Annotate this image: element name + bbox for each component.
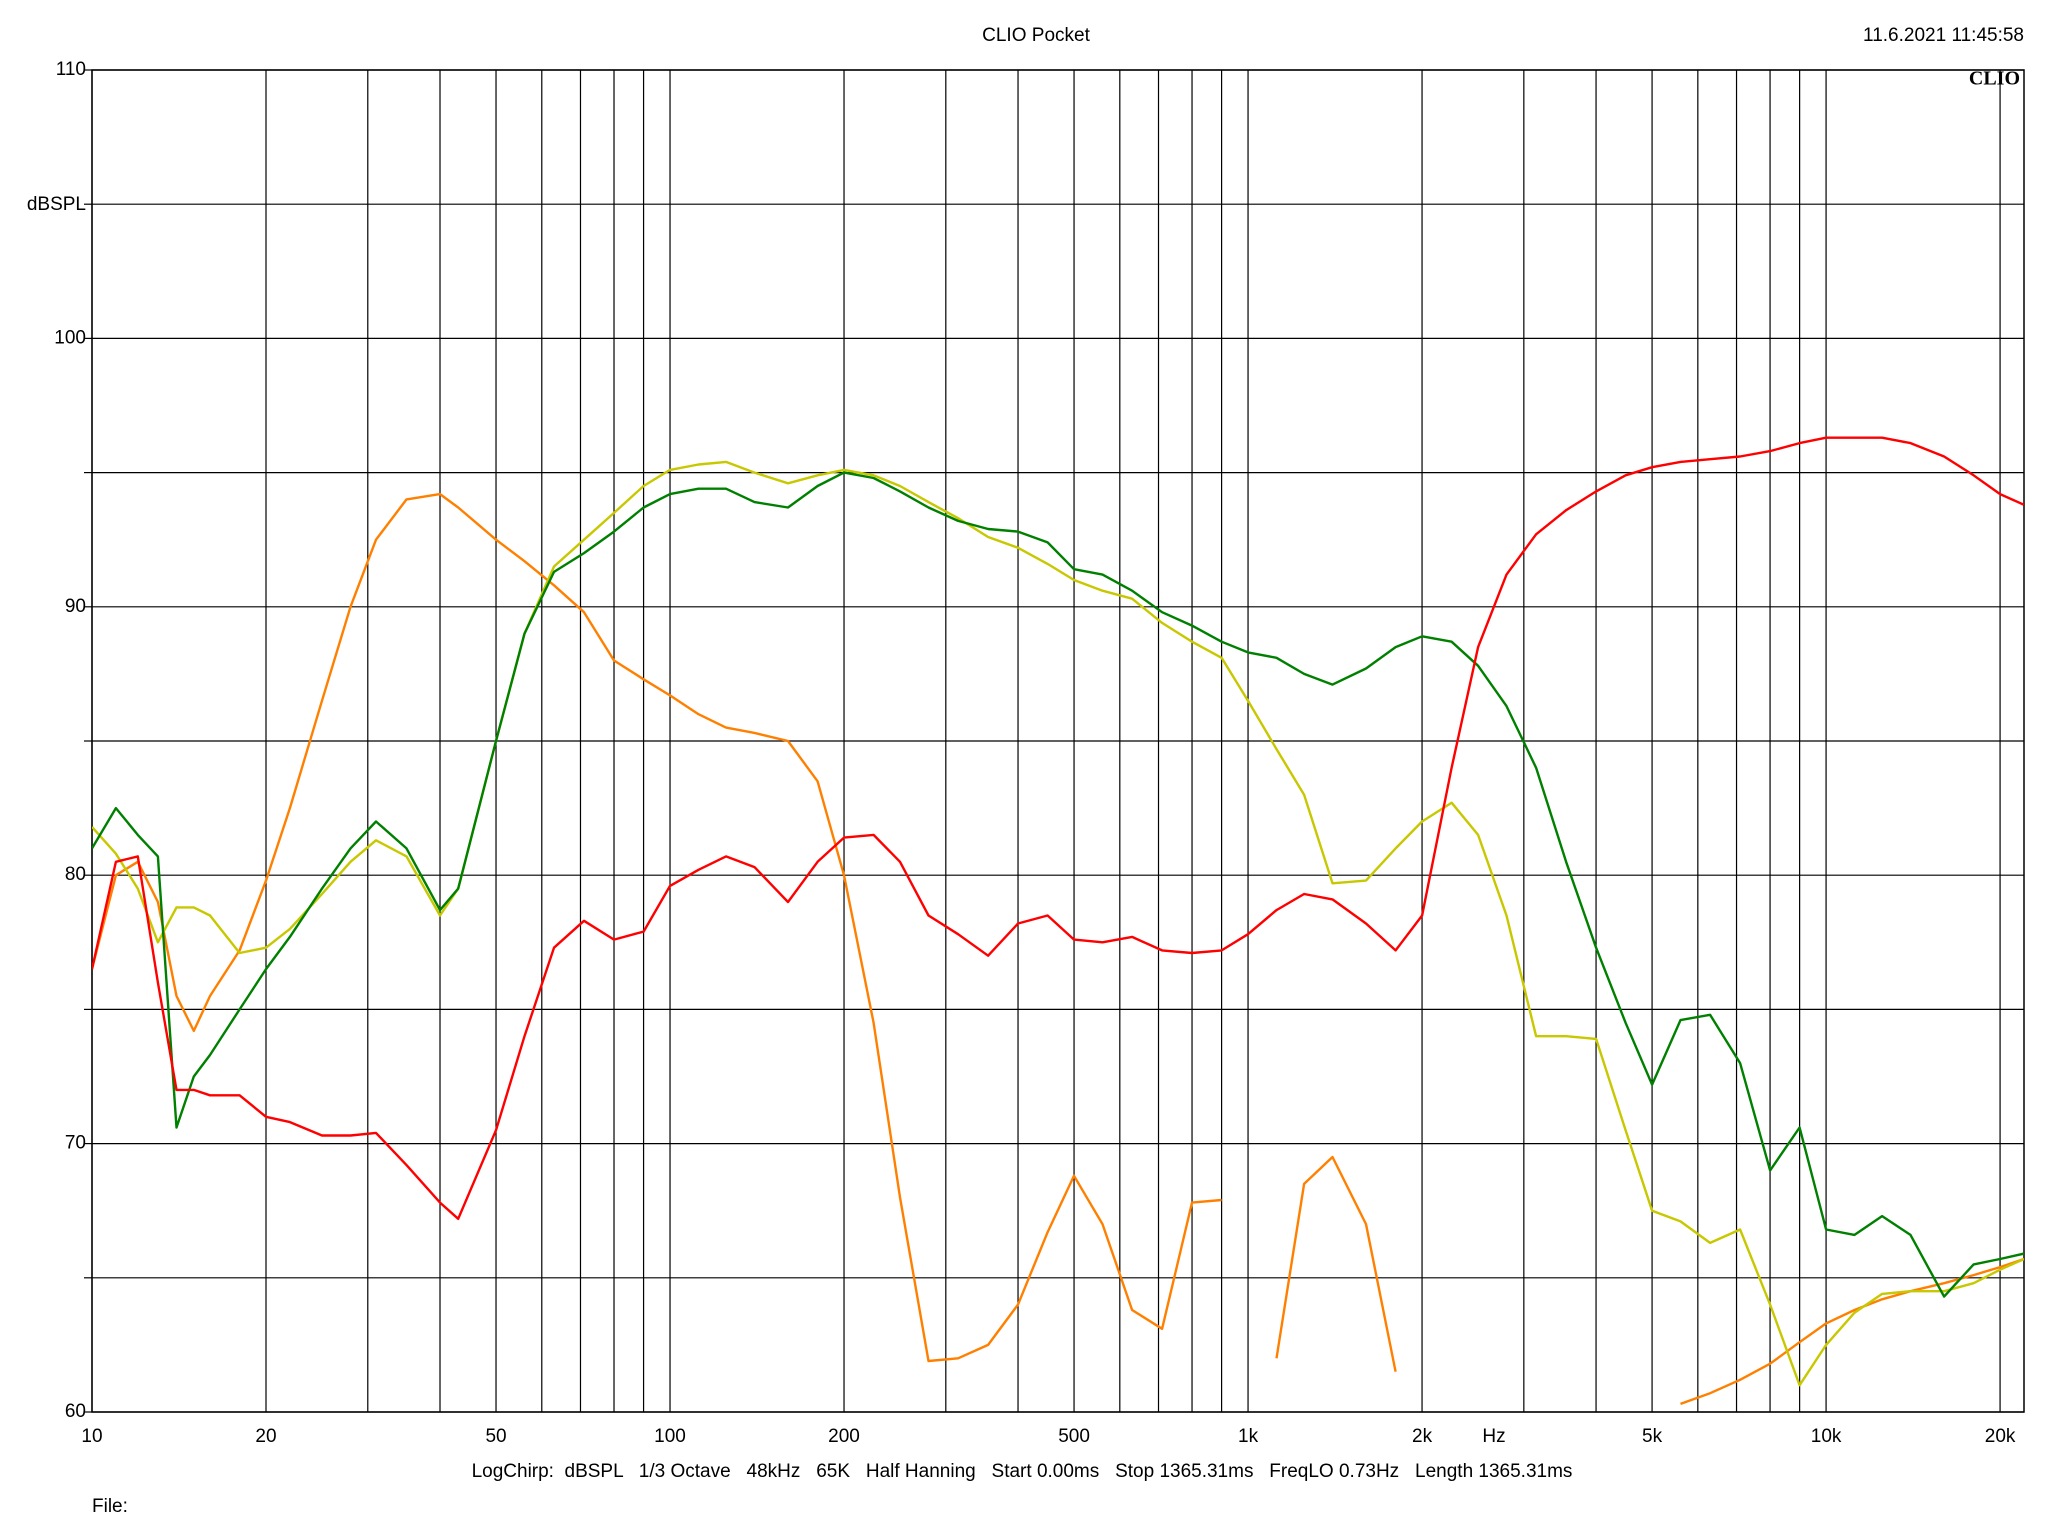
response-curve xyxy=(92,436,2024,1220)
x-tick-label: 1k xyxy=(1238,1426,1259,1447)
y-tick-label: 80 xyxy=(65,864,86,885)
response-curve xyxy=(92,471,2024,1298)
x-tick-label: 20 xyxy=(255,1426,276,1447)
response-curve xyxy=(92,460,2024,1387)
x-tick-label: 10 xyxy=(81,1426,102,1447)
response-curve xyxy=(92,492,2024,1406)
x-tick-label: 5k xyxy=(1642,1426,1663,1447)
timestamp: 11.6.2021 11:45:58 xyxy=(1863,25,2024,46)
x-tick-label: 20k xyxy=(1985,1426,2016,1447)
y-tick-label: 70 xyxy=(65,1133,86,1154)
chart-title: CLIO Pocket xyxy=(982,25,1090,46)
y-tick-label: 100 xyxy=(54,327,86,348)
y-tick-label: 110 xyxy=(56,59,86,80)
x-tick-label: 200 xyxy=(828,1426,860,1447)
x-tick-label: 2k xyxy=(1412,1426,1433,1447)
y-tick-label: 60 xyxy=(65,1401,86,1422)
file-label: File: xyxy=(92,1496,128,1517)
plot-area xyxy=(92,436,2024,1406)
footer: LogChirp: dBSPL 1/3 Octave 48kHz 65K Hal… xyxy=(472,1461,1573,1482)
plot-frame xyxy=(91,69,2025,1413)
x-tick-label: 100 xyxy=(654,1426,686,1447)
y-tick-label: 90 xyxy=(65,596,86,617)
y-axis-label: dBSPL xyxy=(27,194,86,215)
x-tick-label: 500 xyxy=(1058,1426,1090,1447)
x-tick-label: 50 xyxy=(485,1426,506,1447)
logo: CLIO xyxy=(1969,68,2020,90)
x-tick-label: 10k xyxy=(1811,1426,1842,1447)
x-axis-label: Hz xyxy=(1482,1426,1505,1447)
